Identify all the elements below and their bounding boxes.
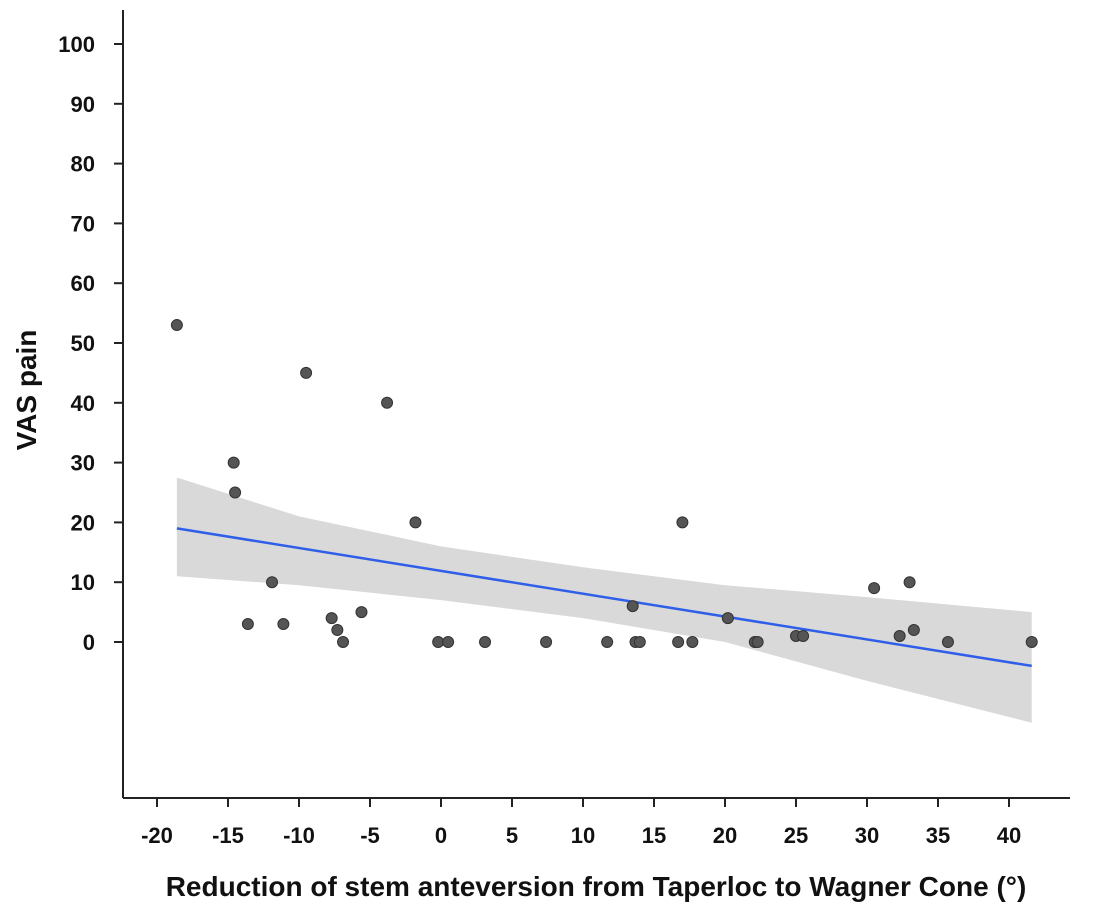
data-point: [229, 486, 242, 499]
x-tick-label: 25: [784, 823, 808, 848]
y-tick-label: 10: [71, 570, 95, 595]
data-point: [601, 636, 614, 648]
data-point: [170, 319, 183, 332]
data-point: [751, 636, 764, 648]
data-point: [409, 516, 422, 529]
y-tick-label: 70: [71, 211, 95, 236]
x-tick-label: 10: [571, 823, 595, 848]
axes-layer: [122, 10, 1070, 799]
data-point: [479, 636, 492, 648]
y-tick-label: 90: [71, 92, 95, 117]
regression-line: [176, 527, 1032, 668]
y-ticks: 0 10 20 30 40 50 60 70 80 90 100: [58, 32, 123, 655]
y-tick-label: 0: [83, 630, 95, 655]
x-tick-label: 30: [855, 823, 879, 848]
data-point: [676, 516, 689, 529]
x-tick-label: 35: [926, 823, 950, 848]
y-tick-label: 50: [71, 331, 95, 356]
data-point: [686, 636, 699, 648]
data-point: [797, 630, 810, 643]
confidence-band-layer: [176, 477, 1032, 723]
data-point: [355, 606, 368, 619]
x-ticks: -20 -15 -10 -5 0 5 10 15 20 25 30 35 40: [141, 798, 1021, 848]
x-tick-label: -10: [283, 823, 315, 848]
data-point: [325, 612, 338, 625]
data-point: [277, 618, 290, 631]
data-point: [868, 582, 881, 595]
y-tick-label: 20: [71, 510, 95, 535]
data-point: [432, 636, 445, 648]
data-point: [442, 636, 455, 648]
data-point: [266, 576, 279, 589]
y-tick-label: 100: [58, 32, 95, 57]
data-point: [300, 366, 313, 379]
x-tick-label: 0: [435, 823, 447, 848]
y-tick-label: 40: [71, 391, 95, 416]
x-tick-label: 40: [997, 823, 1021, 848]
data-point: [540, 636, 553, 648]
data-point: [227, 456, 240, 469]
data-point: [626, 600, 639, 613]
data-point: [672, 636, 685, 648]
x-tick-label: 15: [642, 823, 666, 848]
data-point: [241, 618, 254, 631]
y-tick-label: 80: [71, 152, 95, 177]
data-point: [337, 636, 350, 648]
x-axis-title: Reduction of stem anteversion from Taper…: [166, 871, 1027, 902]
x-tick-label: 20: [713, 823, 737, 848]
fit-line-layer: [176, 527, 1032, 668]
x-tick-label: -5: [360, 823, 380, 848]
confidence-band: [176, 477, 1032, 723]
x-tick-label: -20: [141, 823, 173, 848]
y-tick-label: 60: [71, 271, 95, 296]
data-point: [721, 612, 734, 625]
y-tick-label: 30: [71, 451, 95, 476]
data-point: [633, 636, 646, 648]
data-point: [941, 636, 954, 648]
data-point: [903, 576, 916, 589]
y-axis-title: VAS pain: [11, 330, 42, 451]
data-point: [907, 624, 920, 637]
data-point: [331, 624, 344, 637]
x-tick-label: -15: [212, 823, 244, 848]
data-point: [893, 630, 906, 643]
data-point: [1025, 636, 1038, 648]
data-point: [381, 396, 394, 409]
x-tick-label: 5: [506, 823, 518, 848]
data-points: [170, 319, 1038, 648]
